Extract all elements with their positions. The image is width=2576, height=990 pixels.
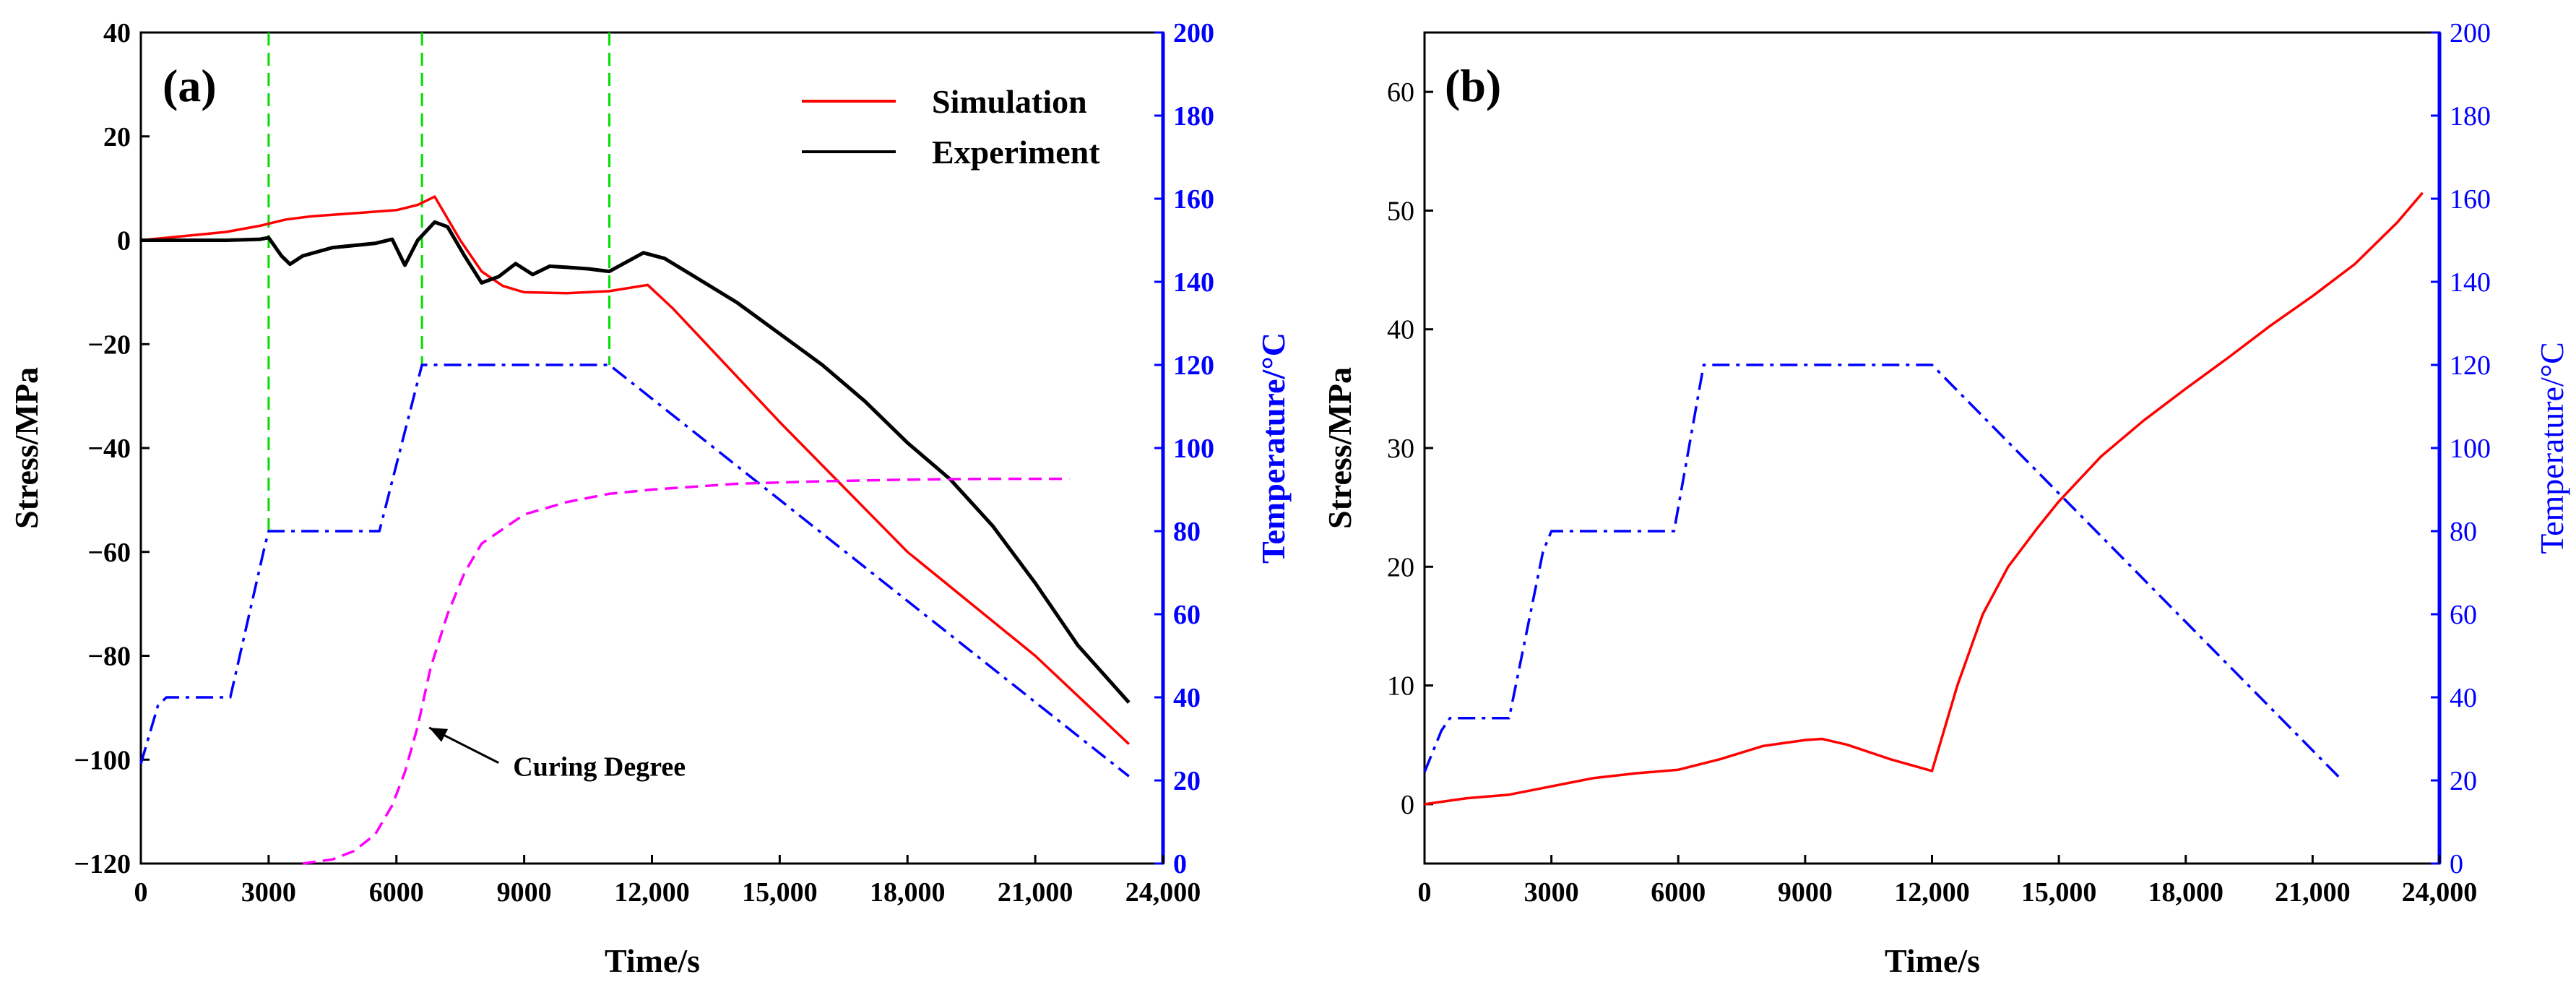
- x-tick-label: 3000: [1524, 877, 1579, 908]
- y2-tick-label: 0: [2450, 849, 2463, 879]
- x-tick-label: 6000: [369, 877, 424, 908]
- y-tick-label: −20: [87, 330, 131, 360]
- y2-tick-label: 100: [1173, 434, 1214, 464]
- y-tick-label: 40: [103, 18, 131, 48]
- y2-tick-label: 140: [1173, 267, 1214, 298]
- series-line-temperature: [1423, 363, 2343, 782]
- series-line-curing-degree: [302, 477, 1070, 865]
- x-axis-label: Time/s: [1885, 942, 1980, 979]
- series-line-experiment: [141, 220, 1131, 704]
- y2-tick-label: 80: [2450, 517, 2477, 547]
- y-tick-label: 20: [103, 122, 131, 152]
- y2-tick-label: 160: [2450, 184, 2491, 215]
- panel-label: (b): [1445, 60, 1501, 111]
- panel-label: (a): [163, 60, 217, 111]
- y2-tick-label: 120: [2450, 350, 2491, 381]
- x-ticks: 0 3000 6000 9000 12,000 15,000 18,000 21,000 24,…: [1418, 855, 2478, 908]
- y-tick-label: 0: [117, 226, 131, 257]
- x-tick-label: 15,000: [2021, 877, 2097, 908]
- y2-tick-label: 180: [1173, 101, 1214, 132]
- y2-tick-label: 0: [1173, 849, 1187, 879]
- x-tick-label: 12,000: [614, 877, 690, 908]
- x-tick-label: 12,000: [1894, 877, 1970, 908]
- y-tick-label: −60: [87, 538, 131, 568]
- y-tick-label: 20: [1387, 552, 1414, 582]
- y2-tick-label: 200: [2450, 18, 2491, 48]
- legend-label-experiment: Experiment: [932, 134, 1100, 171]
- series-group: [1423, 191, 2424, 806]
- y2-tick-label: 40: [2450, 683, 2477, 713]
- y2-tick-label: 80: [1173, 517, 1201, 547]
- y2-tick-label: 100: [2450, 434, 2491, 464]
- y-tick-label: 30: [1387, 434, 1414, 464]
- series-group: [139, 195, 1131, 865]
- y-tick-label: 60: [1387, 77, 1414, 108]
- annotation: Curing Degree: [428, 726, 686, 783]
- y-tick-label: 10: [1387, 671, 1414, 702]
- y2-tick-label: 20: [2450, 766, 2477, 796]
- x-tick-label: 18,000: [870, 877, 946, 908]
- y-tick-label: −80: [87, 642, 131, 672]
- legend-label-simulation: Simulation: [932, 83, 1087, 120]
- y2-axis-label: Temperature/°C: [2533, 342, 2570, 554]
- legend: Simulation Experiment: [802, 83, 1100, 171]
- x-ticks: 0 3000 6000 9000 12,000 15,000 18,000 21,000 24,…: [134, 855, 1201, 908]
- y-tick-label: 0: [1401, 790, 1414, 820]
- x-tick-label: 24,000: [2402, 877, 2478, 908]
- y2-tick-label: 180: [2450, 101, 2491, 132]
- x-tick-label: 0: [134, 877, 148, 908]
- arrow-head-icon: [429, 727, 449, 742]
- x-axis-label: Time/s: [605, 942, 700, 979]
- y-tick-label: 40: [1387, 315, 1414, 345]
- x-tick-label: 24,000: [1125, 877, 1201, 908]
- y-tick-label: −100: [74, 745, 131, 775]
- y2-tick-label: 120: [1173, 350, 1214, 381]
- series-line-stress: [1424, 191, 2424, 806]
- y-axis-label: Stress/MPa: [8, 367, 45, 529]
- x-tick-label: 6000: [1651, 877, 1706, 908]
- y2-axis-label: Temperature/°C: [1255, 332, 1292, 564]
- y2-tick-label: 140: [2450, 267, 2491, 298]
- left-y-ticks: 60 50 40 30 20 10 0: [1387, 77, 1433, 820]
- x-tick-label: 21,000: [998, 877, 1073, 908]
- x-tick-label: 9000: [497, 877, 552, 908]
- left-y-ticks: 40 20 0 −20 −40 −60 −80 −100 −120: [74, 18, 150, 879]
- y2-tick-label: 200: [1173, 18, 1214, 48]
- y-tick-label: −120: [74, 849, 131, 879]
- x-tick-label: 0: [1418, 877, 1432, 908]
- y2-tick-label: 40: [1173, 683, 1201, 713]
- plot-frame: [1423, 31, 2441, 865]
- x-tick-label: 18,000: [2148, 877, 2224, 908]
- x-tick-label: 9000: [1778, 877, 1833, 908]
- annotation-text: Curing Degree: [513, 752, 686, 783]
- series-line-temperature: [139, 363, 1130, 778]
- x-tick-label: 21,000: [2275, 877, 2351, 908]
- y-axis-label: Stress/MPa: [1321, 367, 1358, 529]
- y2-tick-label: 60: [2450, 600, 2477, 630]
- vertical-guides: [267, 33, 611, 531]
- y2-tick-label: 160: [1173, 184, 1214, 215]
- y2-tick-label: 60: [1173, 600, 1201, 630]
- x-tick-label: 15,000: [742, 877, 818, 908]
- x-tick-label: 3000: [241, 877, 296, 908]
- y-tick-label: 50: [1387, 196, 1414, 226]
- series-line-simulation: [140, 195, 1131, 745]
- y-tick-label: −40: [87, 434, 131, 464]
- y2-tick-label: 20: [1173, 766, 1201, 796]
